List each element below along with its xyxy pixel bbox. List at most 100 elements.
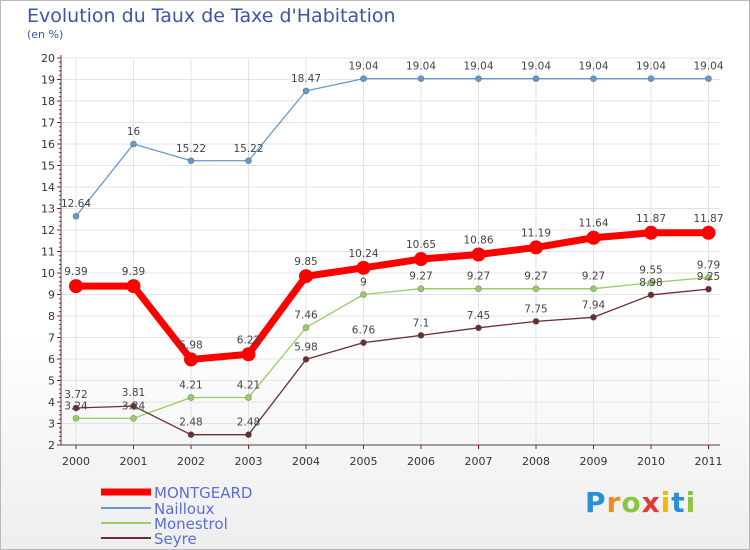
data-label: 7.45: [467, 310, 490, 322]
data-point: [414, 252, 428, 267]
data-label: 5.98: [179, 339, 202, 351]
data-point: [701, 225, 716, 240]
data-label: 19.04: [521, 61, 551, 73]
logo-letter: P: [585, 486, 607, 519]
data-label: 9.39: [122, 266, 145, 278]
data-point: [356, 260, 371, 275]
data-point: [184, 352, 198, 367]
data-point: [532, 285, 540, 292]
x-tick-label: 2010: [637, 455, 665, 468]
data-label: 16: [127, 126, 141, 138]
data-point: [245, 431, 252, 438]
grid-lines: [61, 57, 720, 446]
data-point: [360, 75, 367, 82]
data-point: [241, 347, 256, 362]
data-label: 9: [360, 277, 367, 289]
data-point: [360, 339, 367, 346]
data-point: [475, 324, 482, 332]
x-tick-label: 2011: [695, 455, 723, 468]
data-label: 5.98: [294, 341, 317, 353]
data-point: [130, 140, 137, 148]
data-label: 2.48: [179, 417, 202, 429]
x-tick-label: 2002: [177, 455, 205, 468]
y-tick-label: 4: [48, 396, 55, 409]
logo-letter: i: [685, 486, 697, 519]
x-tick-label: 2009: [580, 455, 608, 468]
data-point: [647, 291, 655, 299]
data-label: 9.27: [524, 271, 547, 283]
data-label: 11.87: [636, 213, 666, 225]
data-label: 9.25: [697, 271, 720, 283]
data-point: [705, 285, 712, 293]
y-tick-label: 9: [48, 289, 55, 302]
data-point: [302, 356, 310, 363]
data-point: [590, 285, 597, 292]
y-tick-label: 17: [41, 117, 55, 130]
x-tick-label: 2000: [62, 455, 90, 468]
logo-letter: t: [671, 486, 686, 519]
data-point: [245, 157, 252, 165]
data-label: 2.48: [237, 417, 260, 429]
data-label: 11.87: [693, 213, 723, 225]
data-label: 11.19: [521, 227, 551, 239]
data-label: 12.64: [61, 198, 91, 210]
y-tick-label: 11: [41, 246, 55, 259]
data-label: 9.27: [582, 271, 605, 283]
data-point: [590, 75, 597, 82]
data-label: 19.04: [636, 61, 666, 73]
data-point: [647, 75, 655, 82]
data-label: 19.04: [578, 61, 608, 73]
data-label: 18.47: [291, 73, 321, 85]
data-point: [586, 230, 601, 245]
data-label: 15.22: [176, 143, 206, 155]
x-tick-label: 2005: [350, 455, 378, 468]
logo-letter: o: [621, 486, 642, 519]
axes: 2 3 4 5 6 7 8 9 10 11 12 13 14 15 16 17 18 19 20 2000 2001 20…: [41, 52, 723, 468]
y-tick-label: 15: [41, 160, 55, 173]
data-label: 10.65: [406, 239, 436, 251]
data-point: [72, 212, 80, 220]
data-label: 9.55: [639, 265, 662, 277]
data-label: 8.98: [639, 277, 662, 289]
data-point: [644, 225, 658, 240]
data-label: 3.24: [122, 400, 146, 412]
data-point: [529, 240, 543, 255]
data-point: [532, 318, 540, 325]
series-line-montgeard: [72, 229, 712, 363]
data-point: [187, 394, 195, 401]
data-point: [187, 431, 195, 438]
logo-letter: r: [606, 486, 622, 519]
series-points: [69, 75, 716, 438]
data-label: 19.04: [693, 61, 723, 73]
data-label: 11.64: [578, 218, 608, 230]
y-tick-label: 19: [41, 74, 55, 87]
series-line-monestrol: [75, 276, 710, 419]
data-label: 9.27: [409, 271, 432, 283]
data-point: [705, 274, 712, 281]
x-tick-label: 2003: [235, 455, 263, 468]
data-label: 4.21: [237, 379, 260, 391]
data-point: [532, 75, 540, 82]
series-lines: [72, 77, 712, 436]
y-tick-label: 12: [41, 224, 55, 237]
data-label: 7.46: [294, 310, 318, 322]
y-tick-label: 8: [48, 310, 55, 323]
data-point: [72, 415, 80, 422]
data-point: [475, 75, 482, 82]
data-label: 9.39: [64, 266, 87, 278]
y-tick-label: 10: [41, 267, 55, 280]
series-line-seyre: [75, 288, 710, 436]
data-point: [130, 415, 137, 422]
y-tick-label: 5: [48, 375, 55, 388]
x-tick-label: 2004: [292, 455, 320, 468]
data-label: 9.27: [467, 271, 490, 283]
data-label: 19.04: [406, 61, 436, 73]
x-tick-label: 2001: [120, 455, 148, 468]
data-point: [69, 279, 83, 294]
x-tick-label: 2008: [522, 455, 550, 468]
y-tick-label: 18: [41, 95, 55, 108]
data-point: [187, 157, 195, 165]
y-tick-label: 20: [41, 52, 55, 65]
